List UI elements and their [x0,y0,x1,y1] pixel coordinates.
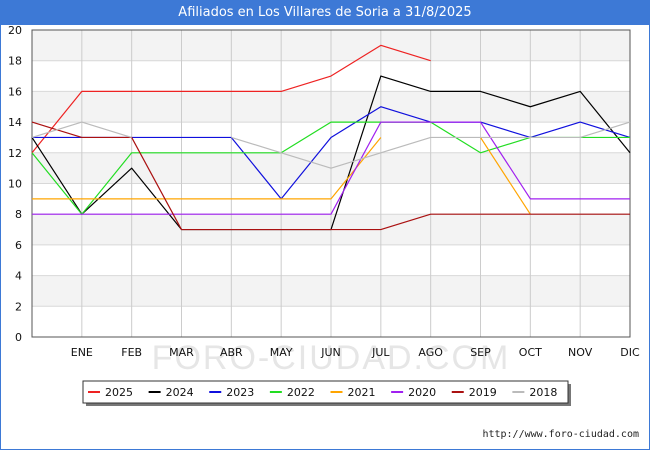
series-2025-line [31,44,431,154]
y-tick-label: 18 [8,55,22,68]
series-2020-line [32,121,630,215]
y-tick-label: 2 [15,300,22,313]
legend-label-2023: 2023 [226,386,254,399]
x-tick-label: JUN [320,346,341,359]
legend-label-2020: 2020 [408,386,436,399]
legend-label-2019: 2019 [469,386,497,399]
y-tick-label: 8 [15,208,22,221]
y-tick-label: 16 [8,85,22,98]
legend-label-2021: 2021 [348,386,376,399]
series-2021-line [479,137,531,215]
series-2018-line [31,121,132,139]
x-tick-label: NOV [568,346,593,359]
y-tick-label: 6 [15,239,22,252]
x-tick-label: DIC [620,346,640,359]
legend-box [82,380,569,404]
y-tick-label: 10 [8,178,22,191]
x-tick-label: MAR [169,346,194,359]
x-tick-label: AGO [418,346,443,359]
legend-label-2022: 2022 [287,386,315,399]
y-tick-label: 0 [15,331,22,344]
legend-label-2025: 2025 [105,386,133,399]
x-tick-label: ABR [220,346,243,359]
source-url: http://www.foro-ciudad.com [482,429,639,440]
plot-border [31,29,631,338]
y-tick-label: 4 [15,270,22,283]
chart-title: Afiliados en Los Villares de Soria a 31/… [1,1,649,25]
series-2018-line [231,121,631,169]
x-tick-label: MAY [270,346,293,359]
y-tick-label: 14 [8,116,22,129]
x-tick-label: SEP [470,346,491,359]
legend-label-2018: 2018 [529,386,557,399]
y-tick-label: 20 [8,24,22,37]
series-2021-line [32,137,382,200]
y-tick-label: 12 [8,147,22,160]
watermark: FORO-CIUDAD.COM [152,339,511,377]
legend-label-2024: 2024 [166,386,194,399]
x-tick-label: JUL [371,346,390,359]
x-tick-label: FEB [121,346,142,359]
x-tick-label: OCT [519,346,542,359]
x-tick-label: ENE [71,346,93,359]
